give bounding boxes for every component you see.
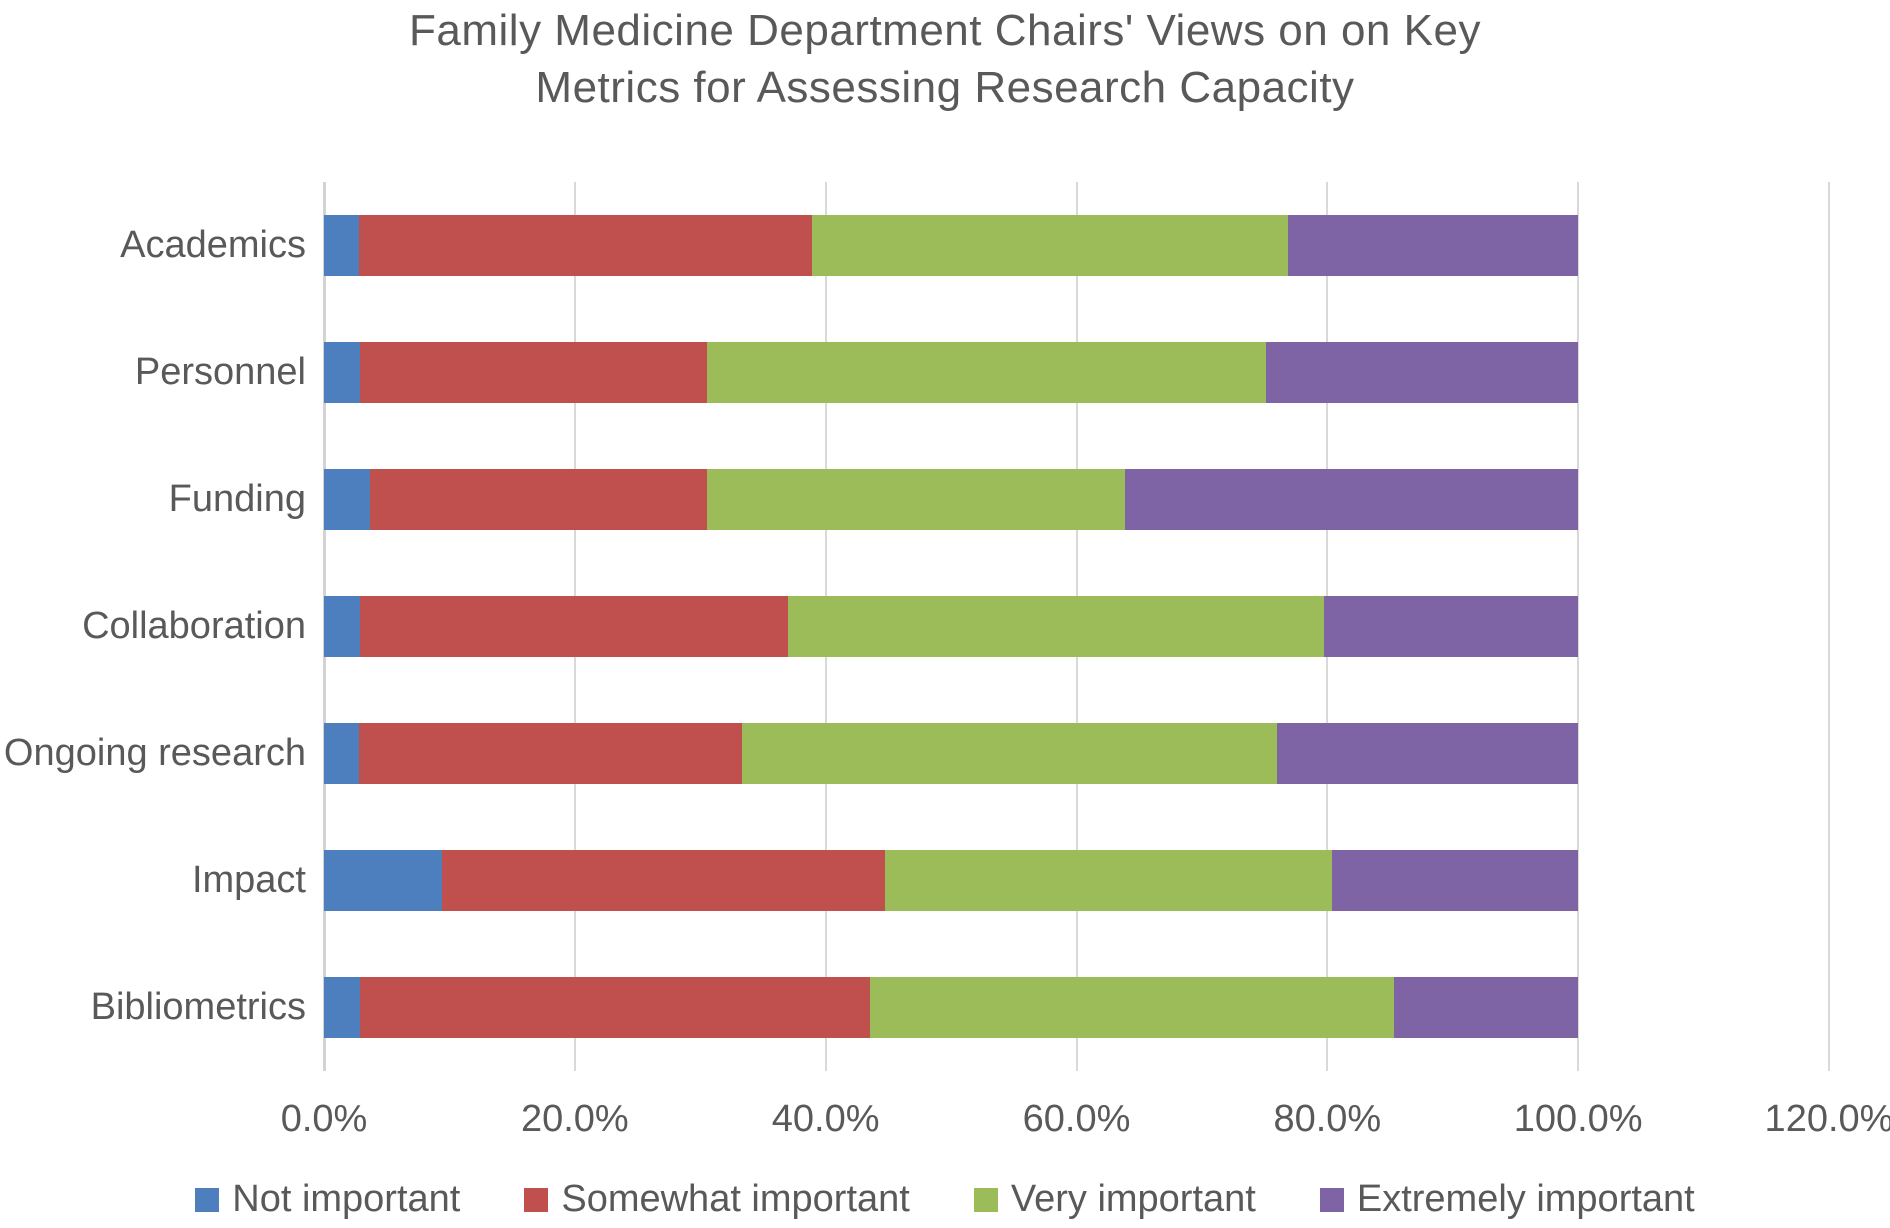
bar-segment [741, 723, 1278, 784]
bar-segment [360, 977, 870, 1038]
category-label: Collaboration [82, 605, 306, 647]
stacked-bar-bibliometrics [324, 977, 1829, 1038]
category-label: Academics [120, 224, 306, 266]
stacked-bar-personnel [324, 342, 1829, 403]
bar-segment [324, 469, 371, 530]
x-tick-label: 80.0% [1273, 1098, 1382, 1140]
bar-segment [706, 342, 1266, 403]
bar-segment [1265, 342, 1579, 403]
bar-segment [370, 469, 707, 530]
bar-row [324, 690, 1829, 817]
chart-title-line2: Metrics for Assessing Research Capacity [535, 63, 1355, 112]
bar-segment [1393, 977, 1579, 1038]
bar-segment [884, 850, 1333, 911]
legend-swatch-icon [524, 1187, 549, 1212]
bar-segment [1323, 596, 1579, 657]
bar-segment [324, 850, 442, 911]
bar-row [324, 817, 1829, 944]
stacked-bar-funding [324, 469, 1829, 530]
legend-label: Somewhat important [561, 1178, 910, 1220]
category-label: Bibliometrics [90, 986, 306, 1028]
bar-segment [1277, 723, 1579, 784]
category-axis: Academics Personnel Funding Collaboration On… [0, 182, 306, 1071]
stacked-bar-impact [324, 850, 1829, 911]
bar-row [324, 944, 1829, 1071]
bar-segment [324, 596, 361, 657]
legend-label: Very important [1010, 1178, 1256, 1220]
legend-item: Extremely important [1319, 1178, 1695, 1221]
bar-row [324, 182, 1829, 309]
bar-segment [324, 215, 360, 276]
bar-segment [359, 723, 742, 784]
value-axis: 0.0% 20.0% 40.0% 60.0% 80.0% 100.0% 120.0% [0, 1098, 1890, 1153]
bar-segment [360, 342, 707, 403]
bar-segment [324, 342, 361, 403]
legend-item: Very important [973, 1178, 1256, 1221]
x-tick-label: 120.0% [1764, 1098, 1890, 1140]
legend-label: Extremely important [1356, 1178, 1695, 1220]
bar-segment [324, 723, 360, 784]
bar-row [324, 563, 1829, 690]
bar-row [324, 436, 1829, 563]
plot-area [323, 182, 1830, 1071]
legend-item: Not important [195, 1178, 460, 1221]
bar-segment [359, 215, 812, 276]
legend-swatch-icon [973, 1187, 998, 1212]
stacked-bar-collaboration [324, 596, 1829, 657]
bar-segment [1332, 850, 1579, 911]
bar-segment [441, 850, 885, 911]
bar-row [324, 309, 1829, 436]
x-tick-label: 100.0% [1513, 1098, 1643, 1140]
category-label: Personnel [134, 351, 306, 393]
bar-segment [1125, 469, 1579, 530]
legend-swatch-icon [195, 1187, 220, 1212]
chart-title: Family Medicine Department Chairs' Views… [0, 2, 1890, 116]
category-label: Ongoing research [3, 732, 306, 774]
bar-segment [1288, 215, 1579, 276]
gridline [1828, 182, 1830, 1071]
x-tick-label: 40.0% [771, 1098, 880, 1140]
bar-segment [360, 596, 789, 657]
legend-label: Not important [232, 1178, 461, 1220]
bar-segment [811, 215, 1289, 276]
legend-swatch-icon [1319, 1187, 1344, 1212]
stacked-bar-ongoing-research [324, 723, 1829, 784]
bar-segment [324, 977, 361, 1038]
bar-segment [788, 596, 1324, 657]
bar-segment [869, 977, 1394, 1038]
stacked-bar-academics [324, 215, 1829, 276]
chart-title-line1: Family Medicine Department Chairs' Views… [409, 6, 1481, 55]
category-label: Funding [168, 478, 306, 520]
gridline [1577, 182, 1580, 1071]
legend-item: Somewhat important [524, 1178, 910, 1221]
x-tick-label: 0.0% [280, 1098, 368, 1140]
x-tick-label: 20.0% [520, 1098, 629, 1140]
legend: Not important Somewhat important Very impo… [0, 1178, 1890, 1221]
bar-segment [706, 469, 1126, 530]
category-label: Impact [191, 859, 306, 901]
x-tick-label: 60.0% [1022, 1098, 1131, 1140]
